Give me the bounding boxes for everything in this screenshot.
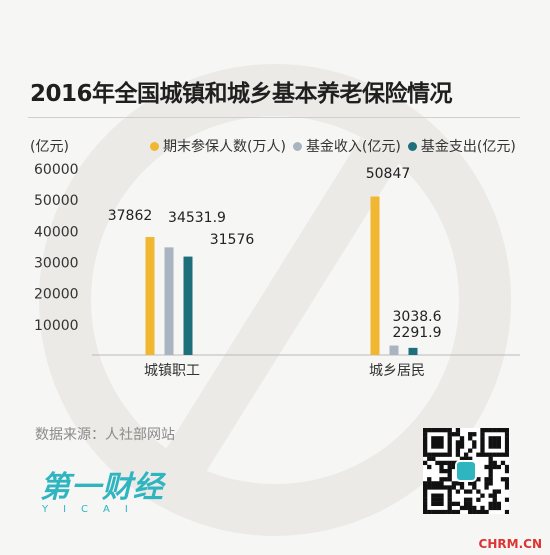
legend-dot-icon bbox=[150, 141, 159, 151]
legend-label: 基金收入(亿元) bbox=[305, 139, 401, 155]
x-category-label: 城乡居民 bbox=[369, 363, 425, 379]
legend-dot-icon bbox=[292, 141, 302, 151]
logo-english-text: YICAI bbox=[42, 504, 143, 515]
y-tick-label: 30000 bbox=[34, 256, 79, 272]
bar bbox=[164, 247, 174, 355]
x-category-label: 城镇职工 bbox=[144, 363, 200, 379]
yicai-logo: 第一财经 YICAI bbox=[40, 462, 164, 515]
qr-code-icon bbox=[423, 428, 509, 514]
page-title: 2016年全国城镇和城乡基本养老保险情况 bbox=[30, 81, 453, 107]
bar bbox=[370, 196, 380, 355]
bar-chart: 10000 20000 30000 40000 50000 60000 城镇职工 城乡居民 37… bbox=[34, 162, 520, 379]
data-label: 2291.9 bbox=[393, 325, 442, 341]
data-label: 50847 bbox=[366, 166, 411, 182]
data-label: 3038.6 bbox=[393, 309, 442, 325]
bar bbox=[408, 347, 418, 355]
y-tick-label: 50000 bbox=[34, 193, 79, 209]
legend-item-fund-income: 基金收入(亿元) bbox=[292, 136, 401, 156]
data-label: 31576 bbox=[210, 232, 255, 248]
bar bbox=[145, 236, 155, 355]
title-divider bbox=[28, 117, 520, 118]
legend-dot-icon bbox=[407, 141, 417, 151]
y-tick-label: 40000 bbox=[34, 224, 79, 240]
data-label: 37862 bbox=[108, 208, 153, 224]
chart-legend: 期末参保人数(万人) 基金收入(亿元) 基金支出(亿元) bbox=[150, 136, 516, 156]
legend-item-participants: 期末参保人数(万人) bbox=[150, 136, 286, 156]
data-source-note: 数据来源：人社部网站 bbox=[35, 427, 175, 443]
y-tick-label: 10000 bbox=[34, 318, 79, 334]
y-axis-unit-label: (亿元) bbox=[30, 139, 69, 155]
site-watermark-text: CHRM.CN bbox=[478, 537, 542, 551]
bar bbox=[389, 345, 399, 355]
bar bbox=[183, 256, 193, 355]
data-label: 34531.9 bbox=[168, 210, 226, 226]
y-tick-label: 20000 bbox=[34, 287, 79, 303]
legend-label: 期末参保人数(万人) bbox=[163, 139, 286, 155]
legend-item-fund-expense: 基金支出(亿元) bbox=[407, 136, 516, 156]
logo-chinese-text: 第一财经 bbox=[40, 470, 164, 505]
legend-label: 基金支出(亿元) bbox=[420, 139, 516, 155]
y-tick-label: 60000 bbox=[34, 162, 79, 178]
